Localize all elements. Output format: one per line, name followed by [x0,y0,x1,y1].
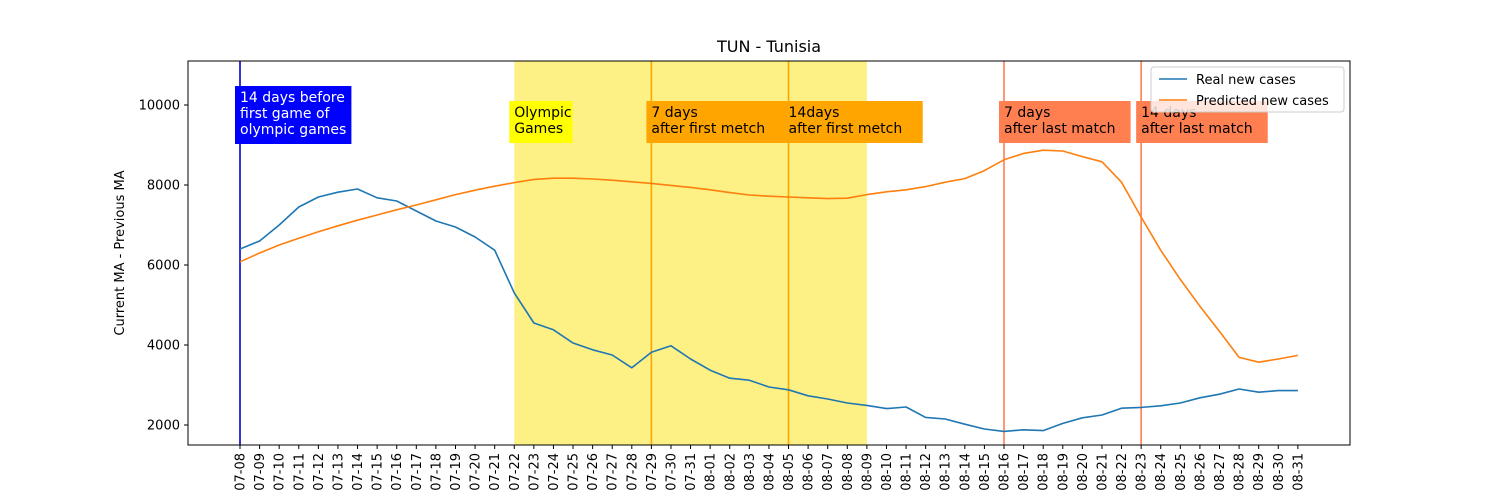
x-tick-label: 07-31 [684,453,699,491]
annotation-box [999,101,1131,143]
x-tick-label: 08-16 [998,453,1013,491]
annotation-box [235,86,352,144]
annotation-text: after last match [1141,121,1253,137]
x-tick-label: 08-26 [1193,453,1208,491]
x-tick-label: 07-28 [625,453,640,491]
x-tick-label: 08-18 [1037,453,1052,491]
x-tick-label: 08-24 [1154,453,1169,491]
x-tick-label: 07-15 [371,453,386,491]
x-tick-label: 07-13 [331,453,346,491]
legend: Real new cases Predicted new cases [1150,66,1345,113]
x-tick-label: 08-23 [1135,453,1150,491]
y-tick-label: 2000 [147,419,180,434]
annotation-text: first game of [240,106,331,122]
x-tick-label: 08-10 [880,453,895,491]
y-tick-label: 6000 [147,259,180,274]
x-tick-label: 07-12 [312,453,327,491]
y-tick-label: 10000 [139,99,180,114]
x-tick-label: 08-17 [1017,453,1032,491]
x-tick-label: 08-03 [743,453,758,491]
y-axis-label: Current MA - Previous MA [113,170,128,335]
x-tick-label: 08-05 [782,453,797,491]
x-tick-label: 08-20 [1076,453,1091,491]
x-tick-label: 08-02 [723,453,738,491]
x-tick-label: 07-26 [586,453,601,491]
x-tick-label: 08-30 [1272,453,1287,491]
x-tick-label: 07-27 [606,453,621,491]
x-tick-label: 08-31 [1291,453,1306,491]
annotation-text: 7 days [651,105,697,121]
x-tick-label: 08-08 [841,453,856,491]
annotation-text: 14days [789,105,840,121]
legend-label: Predicted new cases [1196,94,1329,109]
annotation-text: after first metch [789,121,903,137]
x-tick-label: 07-30 [664,453,679,491]
x-tick-label: 07-22 [508,453,523,491]
x-tick-label: 08-12 [919,453,934,491]
chart-title: TUN - Tunisia [716,37,821,56]
x-tick-label: 08-27 [1213,453,1228,491]
x-tick-label: 08-07 [821,453,836,491]
annotation-box [783,101,923,143]
x-tick-label: 08-28 [1233,453,1248,491]
x-tick-label: 08-21 [1095,453,1110,491]
x-tick-label: 07-10 [273,453,288,491]
x-tick-label: 08-13 [939,453,954,491]
x-tick-label: 08-09 [860,453,875,491]
y-tick-label: 4000 [147,339,180,354]
x-tick-label: 07-17 [410,453,425,491]
legend-box [1150,66,1345,113]
x-tick-label: 08-22 [1115,453,1130,491]
x-tick-label: 07-29 [645,453,660,491]
series-line-predicted [239,149,1299,364]
x-tick-label: 08-01 [704,453,719,491]
series-line-real [239,188,1298,433]
annotation-text: after first metch [651,121,765,137]
x-tick-label: 07-21 [488,453,503,491]
x-tick-label: 07-25 [567,453,582,491]
x-tick-label: 08-25 [1174,453,1189,491]
x-tick-label: 08-29 [1252,453,1267,491]
x-tick-label: 07-11 [292,453,307,491]
y-tick-label: 8000 [147,179,180,194]
x-tick-label: 08-06 [802,453,817,491]
annotation-text: Games [514,121,563,137]
x-tick-label: 07-19 [449,453,464,491]
annotation-text: 14 days before [240,90,345,106]
annotation-text: olympic games [240,122,346,138]
legend-label: Real new cases [1196,73,1296,88]
annotation-text: Olympic [514,105,571,121]
annotation-box [509,101,573,143]
annotation-text: 7 days [1004,105,1050,121]
x-tick-label: 07-09 [253,453,268,491]
annotation-text: after last match [1004,121,1116,137]
x-tick-label: 07-20 [469,453,484,491]
x-tick-label: 08-04 [762,453,777,491]
x-tick-label: 08-14 [958,453,973,491]
annotation-box [646,101,786,143]
x-tick-label: 07-14 [351,453,366,491]
x-tick-label: 07-08 [234,453,249,491]
x-tick-label: 07-23 [527,453,542,491]
x-tick-label: 08-19 [1056,453,1071,491]
x-tick-label: 07-16 [390,453,405,491]
x-tick-label: 08-15 [978,453,993,491]
x-tick-label: 08-11 [900,453,915,491]
x-tick-label: 07-24 [547,453,562,491]
x-tick-label: 07-18 [429,453,444,491]
